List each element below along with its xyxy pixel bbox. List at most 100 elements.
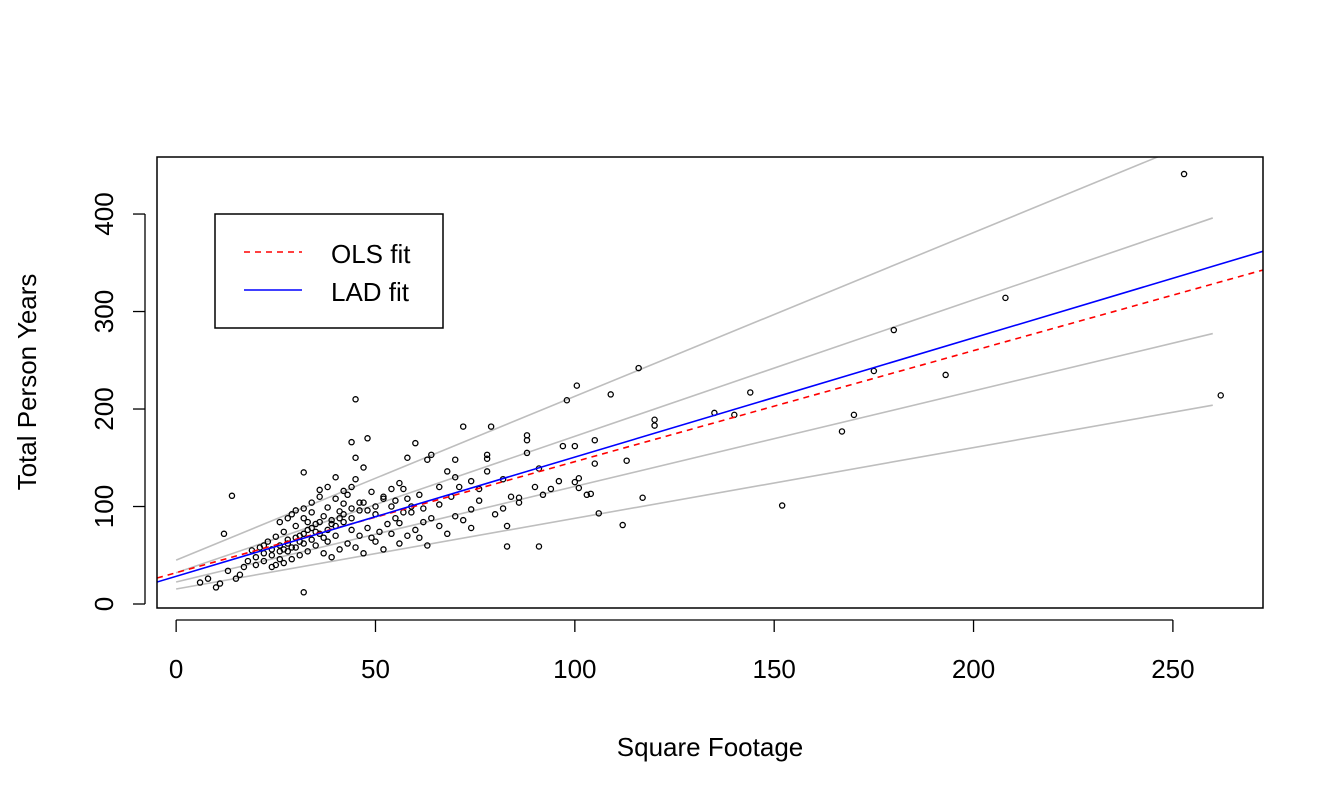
data-point — [404, 454, 411, 462]
data-point — [535, 543, 543, 550]
data-point — [507, 493, 515, 501]
data-point — [575, 474, 583, 482]
data-point — [304, 518, 311, 526]
data-point — [308, 524, 315, 532]
data-point — [575, 484, 583, 492]
x-axis-label: Square Footage — [617, 732, 803, 762]
data-point — [503, 522, 511, 530]
data-point — [459, 423, 467, 430]
data-point — [360, 499, 367, 506]
data-point — [531, 483, 539, 491]
data-point — [344, 491, 351, 499]
data-point — [483, 455, 491, 462]
data-point — [316, 493, 323, 501]
data-point — [396, 540, 403, 547]
data-point — [587, 490, 595, 498]
data-point — [388, 503, 395, 510]
quantile-line-3 — [175, 332, 1213, 583]
data-point — [539, 491, 547, 499]
data-point — [408, 509, 415, 516]
y-tick-label: 0 — [89, 597, 119, 611]
data-point — [280, 528, 288, 536]
data-point — [1002, 294, 1009, 302]
data-point — [352, 475, 359, 483]
data-point — [838, 428, 846, 435]
data-point — [364, 507, 371, 514]
data-point — [388, 485, 395, 493]
data-point — [236, 571, 244, 579]
data-point — [651, 416, 658, 423]
data-point — [308, 499, 315, 506]
data-point — [212, 584, 220, 591]
data-point — [240, 563, 248, 571]
fit-lines — [157, 250, 1263, 583]
data-point — [388, 530, 395, 538]
data-point — [316, 486, 323, 494]
data-point — [573, 382, 581, 389]
data-point — [348, 438, 355, 446]
data-point — [356, 507, 363, 514]
legend-lad-label: LAD fit — [331, 277, 410, 307]
data-point — [455, 483, 463, 491]
data-point — [404, 532, 411, 540]
data-point — [467, 477, 475, 485]
data-point — [424, 542, 431, 549]
data-point — [264, 538, 272, 545]
data-point — [364, 524, 371, 532]
data-point — [499, 505, 507, 512]
data-point — [547, 485, 555, 493]
data-point — [284, 514, 292, 522]
data-point — [890, 326, 898, 334]
data-point — [515, 499, 523, 506]
data-point — [288, 555, 296, 563]
data-point — [312, 542, 319, 549]
data-point — [300, 514, 307, 522]
x-tick-label: 250 — [1151, 654, 1194, 684]
data-point — [384, 520, 391, 528]
data-point — [324, 504, 331, 511]
x-tick-label: 150 — [752, 654, 795, 684]
data-point — [444, 468, 451, 475]
data-point — [491, 511, 499, 518]
data-point — [364, 435, 371, 442]
x-tick-label: 50 — [361, 654, 390, 684]
data-point — [276, 555, 284, 563]
data-point — [483, 451, 491, 459]
data-point — [372, 538, 379, 545]
x-tick-label: 200 — [952, 654, 995, 684]
data-point — [372, 503, 379, 510]
data-point — [340, 500, 347, 507]
data-point — [216, 580, 224, 587]
data-point — [555, 477, 563, 485]
data-point — [340, 487, 347, 495]
data-point — [316, 518, 323, 526]
data-point — [320, 534, 327, 541]
data-point — [444, 530, 451, 538]
data-point — [400, 485, 407, 493]
data-point — [467, 524, 475, 532]
y-tick-label: 200 — [89, 387, 119, 430]
data-point — [348, 505, 355, 512]
data-point — [300, 469, 307, 476]
data-point — [272, 533, 280, 540]
data-point — [304, 548, 311, 555]
quantile-line-1 — [175, 157, 1160, 561]
data-point — [396, 479, 403, 487]
data-point — [436, 483, 443, 491]
y-axis-label: Total Person Years — [12, 274, 42, 491]
data-point — [483, 468, 491, 475]
data-point — [328, 553, 335, 561]
data-point — [583, 491, 591, 499]
data-point — [320, 513, 327, 520]
data-point — [523, 432, 531, 439]
data-point — [459, 516, 467, 524]
data-point — [376, 528, 383, 536]
data-point — [591, 436, 599, 444]
data-point — [296, 552, 303, 559]
data-point — [268, 552, 276, 559]
quantile-line-4 — [175, 404, 1213, 590]
data-point — [870, 367, 878, 375]
data-point — [252, 553, 260, 561]
data-point — [292, 544, 299, 551]
